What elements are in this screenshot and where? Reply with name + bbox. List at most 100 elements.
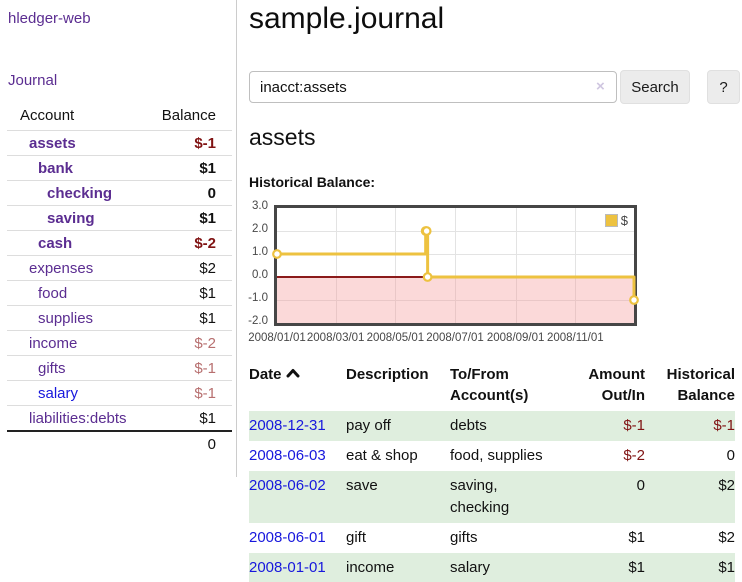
account-link-expenses[interactable]: expenses [29,259,94,277]
help-button[interactable]: ? [707,70,740,104]
page-title: sample.journal [249,2,445,35]
transaction-date-link[interactable]: 2008-12-31 [249,417,326,434]
account-link-supplies[interactable]: supplies [38,309,94,327]
gridline [277,254,634,255]
account-link-assets[interactable]: assets [29,134,76,152]
x-axis-tick-label: 2008/07/01 [426,332,484,344]
transaction-description: gift [346,529,367,546]
transaction-amount: $1 [561,553,645,582]
register-header-row: Date Description To/From Account(s) Amou… [249,361,735,411]
accounts-total-balance: 0 [119,430,232,456]
transaction-amount: $-1 [561,411,645,441]
transaction-accounts: gifts [450,529,478,546]
account-row: bank $1 [7,155,232,181]
account-row: salary $-1 [7,380,232,406]
account-row: food $1 [7,280,232,306]
transaction-balance: $-1 [645,411,735,441]
account-link-liabilities-debts[interactable]: liabilities:debts [29,409,127,427]
x-axis-tick-label: 2008/01/01 [248,332,306,344]
account-link-income[interactable]: income [29,334,78,352]
search-input[interactable] [249,71,617,103]
accounts-header-account: Account [20,107,75,124]
historical-balance-label: Historical Balance: [249,174,376,190]
account-row: expenses $2 [7,255,232,281]
transaction-description: save [346,471,450,523]
sidebar-divider [236,0,237,477]
account-row: gifts $-1 [7,355,232,381]
account-row: supplies $1 [7,305,232,331]
accounts-table-header-row: Account Balance [7,103,232,131]
register-header-description: Description [346,366,429,383]
transaction-amount: $-2 [623,447,645,464]
x-axis-tick-label: 2008/11/01 [546,332,604,344]
account-balance: $1 [119,405,232,431]
register-header-date[interactable]: Date [249,361,346,411]
account-row: liabilities:debts $1 [7,405,232,431]
account-link-food[interactable]: food [38,284,68,302]
gridline [395,208,397,323]
y-axis-tick-label: -1.0 [248,292,268,304]
transaction-date-link[interactable]: 2008-06-02 [249,477,326,494]
transaction-date-link[interactable]: 2008-06-03 [249,447,326,464]
data-point-marker [272,249,282,259]
register-header-accounts: To/From Account(s) [450,366,529,404]
gridline [455,208,456,323]
data-point-marker [629,295,639,305]
account-row: saving $1 [7,205,232,231]
register-row: 2008-06-03 eat & shop food, supplies $-2 0 [249,441,735,471]
negative-region [277,277,634,323]
legend-label: $ [620,213,628,228]
account-balance: $-1 [119,130,232,156]
account-balance: $-2 [119,230,232,256]
gridline [277,300,634,301]
transaction-description: eat & shop [346,447,418,464]
register-row: 2008-06-02 save saving, checking 0 $2 [249,471,735,523]
clear-search-icon[interactable]: × [596,78,605,95]
account-balance: $-1 [119,355,232,381]
search-button[interactable]: Search [620,70,690,104]
transaction-amount: $1 [628,529,645,546]
historical-balance-chart: $ [272,205,639,326]
account-balance: $1 [119,280,232,306]
gridline [277,231,634,232]
sidebar-item-journal[interactable]: Journal [8,72,58,89]
account-heading: assets [249,124,316,150]
gridline [515,208,517,323]
transaction-balance: $2 [718,529,735,546]
y-axis-tick-label: 3.0 [252,200,268,212]
register-row: 2008-06-01 gift gifts $1 $2 [249,523,735,553]
x-axis-tick-label: 2008/03/01 [306,332,365,344]
account-balance: $-2 [119,330,232,356]
register-row: 2008-01-01 income salary $1 $1 [249,553,735,582]
account-link-cash[interactable]: cash [38,234,73,252]
transaction-balance: 0 [726,447,735,464]
account-link-saving[interactable]: saving [47,209,95,227]
y-axis-tick-label: 2.0 [252,223,268,235]
register-header-amount: Amount Out/In [588,366,645,404]
app-title-link[interactable]: hledger-web [8,10,91,27]
transaction-balance: $2 [645,471,735,523]
register-table: Date Description To/From Account(s) Amou… [249,361,735,582]
account-link-gifts[interactable]: gifts [38,359,66,377]
account-balance: $2 [119,255,232,281]
account-row: checking 0 [7,180,232,206]
account-link-salary[interactable]: salary [38,384,79,402]
account-link-checking[interactable]: checking [47,184,113,202]
legend-swatch-icon [604,214,618,227]
data-point-marker [422,272,433,282]
transaction-date-link[interactable]: 2008-06-01 [249,529,326,546]
accounts-total-row: 0 [7,430,232,456]
register-header-balance: Historical Balance [666,366,735,404]
account-balance: $1 [119,205,232,231]
y-axis-tick-label: -2.0 [248,315,268,327]
account-link-bank[interactable]: bank [38,159,74,177]
account-row: cash $-2 [7,230,232,256]
data-point-marker [421,226,432,236]
sidebar-accounts-table: Account Balance assets $-1 bank $1 checking 0… [7,103,232,456]
account-row: assets $-1 [7,130,232,156]
balance-series [272,226,639,305]
transaction-accounts: saving, checking [450,471,561,523]
account-balance: $1 [119,305,232,331]
transaction-date-link[interactable]: 2008-01-01 [249,559,326,576]
x-axis-tick-label: 2008/05/01 [366,332,425,344]
